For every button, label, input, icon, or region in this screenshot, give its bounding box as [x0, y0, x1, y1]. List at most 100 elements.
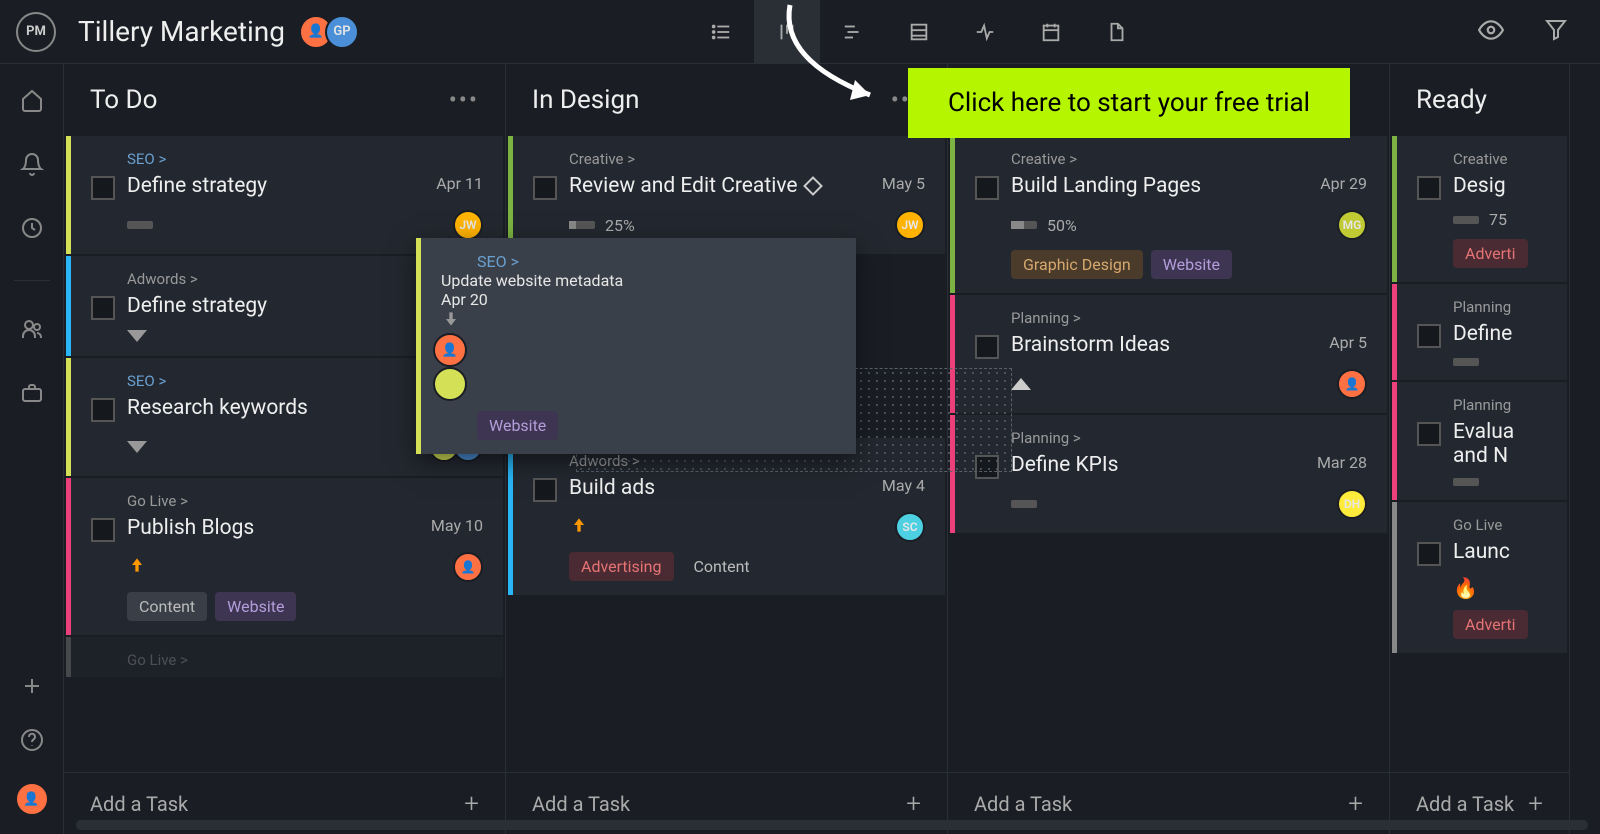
- column-title: Ready: [1416, 85, 1487, 115]
- task-title: Build Landing Pages: [1011, 174, 1312, 198]
- user-avatar[interactable]: 👤: [15, 782, 49, 816]
- priority-icon: [1011, 378, 1031, 390]
- task-checkbox[interactable]: [91, 296, 115, 320]
- task-checkbox[interactable]: [1417, 542, 1441, 566]
- task-card[interactable]: Planning >Define KPIsMar 28DH: [950, 415, 1387, 533]
- avatar: JW: [895, 210, 925, 240]
- task-title: Publish Blogs: [127, 516, 423, 540]
- task-title: Update website metadata: [441, 271, 836, 290]
- task-title: Contracts: [127, 675, 432, 677]
- header-avatars[interactable]: 👤GP: [307, 15, 359, 49]
- task-card[interactable]: Go LiveLaunc🔥Adverti: [1392, 502, 1567, 653]
- progress-bar: [1453, 358, 1479, 366]
- task-date: Mar 28: [1317, 453, 1367, 472]
- progress-bar: [569, 221, 595, 229]
- task-avatars: DH: [1343, 489, 1367, 519]
- task-title: Brainstorm Ideas: [1011, 333, 1321, 357]
- tag: Website: [1151, 250, 1232, 279]
- add-icon[interactable]: [20, 674, 44, 702]
- task-card[interactable]: SEO >Define strategyApr 11JW: [66, 136, 503, 254]
- task-checkbox[interactable]: [975, 176, 999, 200]
- horizontal-scrollbar[interactable]: [76, 820, 1588, 830]
- dragging-card[interactable]: SEO >Update website metadataApr 20👤Websi…: [416, 238, 856, 454]
- task-date: Apr 5: [1329, 333, 1367, 352]
- activity-view-icon[interactable]: [952, 0, 1018, 64]
- task-avatars: 👤: [459, 552, 483, 582]
- briefcase-icon[interactable]: [20, 381, 44, 409]
- priority-icon: [127, 330, 147, 342]
- bell-icon[interactable]: [20, 152, 44, 180]
- project-title: Tillery Marketing: [78, 15, 285, 48]
- visibility-icon[interactable]: [1478, 17, 1504, 47]
- task-checkbox[interactable]: [1417, 324, 1441, 348]
- filter-icon[interactable]: [1544, 17, 1568, 47]
- task-breadcrumb: Planning: [1453, 298, 1547, 316]
- task-tags: Adverti: [1453, 610, 1547, 639]
- task-breadcrumb: SEO >: [477, 252, 836, 271]
- task-card[interactable]: Creative >Review and Edit CreativeMay 52…: [508, 136, 945, 254]
- task-checkbox[interactable]: [91, 176, 115, 200]
- avatar: MG: [1337, 210, 1367, 240]
- task-checkbox[interactable]: [91, 518, 115, 542]
- plus-icon: +: [464, 789, 479, 819]
- logo[interactable]: PM: [16, 12, 56, 52]
- task-breadcrumb: Planning: [1453, 396, 1547, 414]
- task-card[interactable]: CreativeDesig75Adverti: [1392, 136, 1567, 282]
- avatar: 👤: [453, 552, 483, 582]
- task-tags: AdvertisingContent: [569, 552, 925, 581]
- task-checkbox[interactable]: [533, 176, 557, 200]
- column-cards: CreativeDesig75AdvertiPlanningDefinePlan…: [1390, 136, 1569, 772]
- tag: Graphic Design: [1011, 250, 1143, 279]
- task-card[interactable]: Planning Define: [1392, 284, 1567, 380]
- task-card[interactable]: Go Live >ContractsMay 9: [66, 637, 503, 677]
- tag: Advertising: [569, 552, 674, 581]
- column-title: In Design: [532, 85, 639, 115]
- task-card[interactable]: Creative >Build Landing PagesApr 2950%MG…: [950, 136, 1387, 293]
- plus-icon: +: [1528, 789, 1543, 819]
- tag: Adverti: [1453, 610, 1528, 639]
- clock-icon[interactable]: [20, 216, 44, 244]
- task-breadcrumb: Creative >: [569, 150, 925, 168]
- task-meta: [127, 330, 147, 342]
- task-meta: [569, 515, 589, 539]
- task-card[interactable]: PlanningEvalua and N: [1392, 382, 1567, 500]
- home-icon[interactable]: [20, 88, 44, 116]
- task-meta: [127, 221, 153, 229]
- progress-bar: [1453, 216, 1479, 224]
- avatar: 👤: [1337, 369, 1367, 399]
- help-icon[interactable]: [20, 728, 44, 756]
- task-meta: [1453, 358, 1479, 366]
- priority-icon: [441, 309, 836, 333]
- task-date: Apr 11: [436, 174, 483, 193]
- task-title: Define strategy: [127, 174, 428, 198]
- column-menu-icon[interactable]: •••: [449, 86, 479, 114]
- task-title: Define: [1453, 322, 1547, 346]
- task-tags: Website: [477, 411, 836, 440]
- task-date: May 10: [431, 516, 483, 535]
- list-view-icon[interactable]: [688, 0, 754, 64]
- cta-banner[interactable]: Click here to start your free trial: [908, 68, 1350, 138]
- task-checkbox[interactable]: [1417, 176, 1441, 200]
- task-checkbox[interactable]: [533, 478, 557, 502]
- task-checkbox[interactable]: [1417, 422, 1441, 446]
- task-checkbox[interactable]: [975, 335, 999, 359]
- task-card[interactable]: Go Live >Publish BlogsMay 10👤ContentWebs…: [66, 478, 503, 635]
- team-icon[interactable]: [20, 317, 44, 345]
- task-tags: ContentWebsite: [127, 592, 483, 621]
- plus-icon: +: [906, 789, 921, 819]
- task-card[interactable]: Planning >Brainstorm IdeasApr 5👤: [950, 295, 1387, 413]
- task-checkbox[interactable]: [91, 398, 115, 422]
- task-meta: 50%: [1011, 216, 1077, 235]
- calendar-view-icon[interactable]: [1018, 0, 1084, 64]
- task-title: Define KPIs: [1011, 453, 1309, 477]
- add-task-label: Add a Task: [974, 792, 1072, 816]
- nav-divider: [14, 280, 50, 281]
- avatar[interactable]: GP: [325, 15, 359, 49]
- column-cards: SEO >Define strategyApr 11JWAdwords >Def…: [64, 136, 505, 772]
- file-view-icon[interactable]: [1084, 0, 1150, 64]
- task-breadcrumb: Go Live >: [127, 651, 483, 669]
- milestone-icon: [803, 177, 823, 197]
- progress-bar: [127, 221, 153, 229]
- board-column: Ready CreativeDesig75Adverti Planning Defin…: [1390, 64, 1570, 834]
- tag: Website: [215, 592, 296, 621]
